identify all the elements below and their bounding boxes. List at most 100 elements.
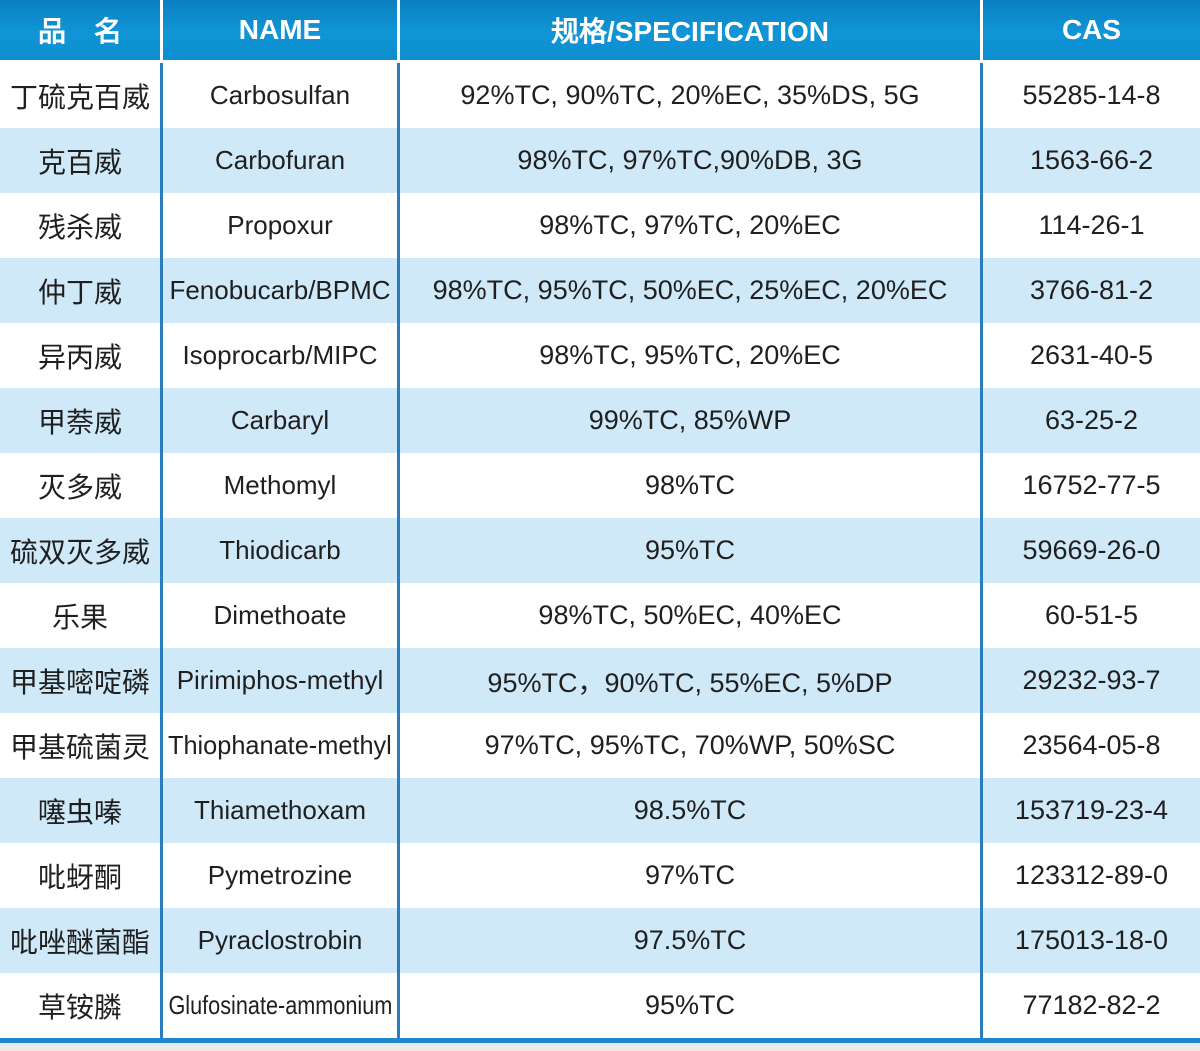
cell-english-name: Thiodicarb [163,518,400,583]
cell-specification: 98%TC [400,453,983,518]
cell-chinese-name: 甲基硫菌灵 [0,713,163,778]
cell-chinese-name: 甲基嘧啶磷 [0,648,163,713]
specification-text: 98%TC, 50%EC, 40%EC [538,600,842,630]
cell-cas-number: 123312-89-0 [983,843,1200,908]
cell-cas-number: 153719-23-4 [983,778,1200,843]
table-row: 甲基嘧啶磷 Pirimiphos-methyl 95%TC，90%TC, 55%… [0,648,1200,713]
cell-cas-number: 3766-81-2 [983,258,1200,323]
cell-specification: 99%TC, 85%WP [400,388,983,453]
cell-english-name: Carbaryl [163,388,400,453]
specification-text: 97%TC, 95%TC, 70%WP, 50%SC [484,730,896,760]
english-name-text: Pirimiphos-methyl [176,665,384,695]
cell-cas-number: 63-25-2 [983,388,1200,453]
chinese-name-text: 噻虫嗪 [37,796,122,828]
cell-cas-number: 1563-66-2 [983,128,1200,193]
cell-specification: 97.5%TC [400,908,983,973]
cell-specification: 98.5%TC [400,778,983,843]
chinese-name-text: 乐果 [51,601,108,633]
cas-number-text: 153719-23-4 [1014,795,1169,825]
chinese-name-text: 草铵膦 [37,991,122,1023]
cas-number-text: 29232-93-7 [1022,665,1161,695]
chinese-name-text: 吡唑醚菌酯 [9,926,150,958]
table-row: 甲萘威 Carbaryl 99%TC, 85%WP 63-25-2 [0,388,1200,453]
cell-english-name: Isoprocarb/MIPC [163,323,400,388]
english-name-text: Carbofuran [214,145,346,175]
table-bottom-border [0,1038,1200,1043]
cell-chinese-name: 吡蚜酮 [0,843,163,908]
chinese-name-text: 丁硫克百威 [9,81,150,113]
chinese-name-text: 异丙威 [37,341,122,373]
table-header-row: 品 名 NAME 规格/SPECIFICATION CAS [0,0,1200,60]
cell-english-name: Methomyl [163,453,400,518]
header-chinese-name: 品 名 [0,0,163,60]
english-name-text: Carbaryl [230,405,330,435]
cell-english-name: Propoxur [163,193,400,258]
specification-text: 98%TC, 95%TC, 50%EC, 25%EC, 20%EC [432,275,948,305]
cell-cas-number: 114-26-1 [983,193,1200,258]
table-row: 吡蚜酮 Pymetrozine 97%TC 123312-89-0 [0,843,1200,908]
table-row: 克百威 Carbofuran 98%TC, 97%TC,90%DB, 3G 15… [0,128,1200,193]
cell-english-name: Carbosulfan [163,63,400,128]
cell-cas-number: 59669-26-0 [983,518,1200,583]
chinese-name-text: 残杀威 [37,211,122,243]
cell-chinese-name: 灭多威 [0,453,163,518]
cas-number-text: 114-26-1 [1038,210,1145,240]
english-name-text: Carbosulfan [209,80,351,110]
cell-chinese-name: 硫双灭多威 [0,518,163,583]
cell-specification: 97%TC, 95%TC, 70%WP, 50%SC [400,713,983,778]
table-row: 吡唑醚菌酯 Pyraclostrobin 97.5%TC 175013-18-0 [0,908,1200,973]
header-cas-label: CAS [1061,14,1122,45]
english-name-text: Propoxur [227,210,333,240]
chinese-name-text: 甲基硫菌灵 [9,731,150,763]
cell-english-name: Pyraclostrobin [163,908,400,973]
cell-specification: 98%TC, 50%EC, 40%EC [400,583,983,648]
cell-cas-number: 175013-18-0 [983,908,1200,973]
cell-chinese-name: 草铵膦 [0,973,163,1038]
english-name-text: Thiodicarb [219,535,341,565]
cell-specification: 95%TC，90%TC, 55%EC, 5%DP [400,648,983,713]
cell-english-name: Carbofuran [163,128,400,193]
cell-cas-number: 16752-77-5 [983,453,1200,518]
table-body: 丁硫克百威 Carbosulfan 92%TC, 90%TC, 20%EC, 3… [0,63,1200,1038]
cas-number-text: 1563-66-2 [1029,145,1154,175]
cell-specification: 95%TC [400,973,983,1038]
english-name-text: Fenobucarb/BPMC [169,275,391,305]
chinese-name-text: 硫双灭多威 [9,536,150,568]
cell-cas-number: 2631-40-5 [983,323,1200,388]
cas-number-text: 59669-26-0 [1022,535,1161,565]
specification-text: 98.5%TC [633,795,747,825]
cell-chinese-name: 噻虫嗪 [0,778,163,843]
english-name-text: Isoprocarb/MIPC [182,340,378,370]
table-row: 仲丁威 Fenobucarb/BPMC 98%TC, 95%TC, 50%EC,… [0,258,1200,323]
header-english-name-label: NAME [238,14,322,45]
cell-english-name: Thiophanate-methyl [163,713,400,778]
specification-text: 99%TC, 85%WP [588,405,792,435]
cell-english-name: Thiamethoxam [163,778,400,843]
chinese-name-text: 吡蚜酮 [37,861,122,893]
table-row: 丁硫克百威 Carbosulfan 92%TC, 90%TC, 20%EC, 3… [0,63,1200,128]
english-name-text: Pyraclostrobin [197,925,363,955]
cell-specification: 98%TC, 95%TC, 20%EC [400,323,983,388]
table-row: 异丙威 Isoprocarb/MIPC 98%TC, 95%TC, 20%EC … [0,323,1200,388]
header-english-name: NAME [163,0,400,60]
table-row: 草铵膦 Glufosinate-ammonium 95%TC 77182-82-… [0,973,1200,1038]
specification-text: 98%TC, 95%TC, 20%EC [539,340,841,370]
cell-specification: 98%TC, 97%TC,90%DB, 3G [400,128,983,193]
english-name-text: Glufosinate-ammonium [168,990,392,1020]
specification-text: 97.5%TC [633,925,747,955]
header-cas: CAS [983,0,1200,60]
header-specification-label: 规格/SPECIFICATION [551,16,829,47]
cas-number-text: 2631-40-5 [1029,340,1154,370]
cell-specification: 98%TC, 95%TC, 50%EC, 25%EC, 20%EC [400,258,983,323]
table-row: 硫双灭多威 Thiodicarb 95%TC 59669-26-0 [0,518,1200,583]
cell-cas-number: 77182-82-2 [983,973,1200,1038]
cell-chinese-name: 仲丁威 [0,258,163,323]
cell-cas-number: 60-51-5 [983,583,1200,648]
english-name-text: Thiophanate-methyl [168,730,392,760]
cell-chinese-name: 克百威 [0,128,163,193]
table-row: 噻虫嗪 Thiamethoxam 98.5%TC 153719-23-4 [0,778,1200,843]
english-name-text: Pymetrozine [207,860,353,890]
specification-text: 95%TC [644,990,736,1020]
